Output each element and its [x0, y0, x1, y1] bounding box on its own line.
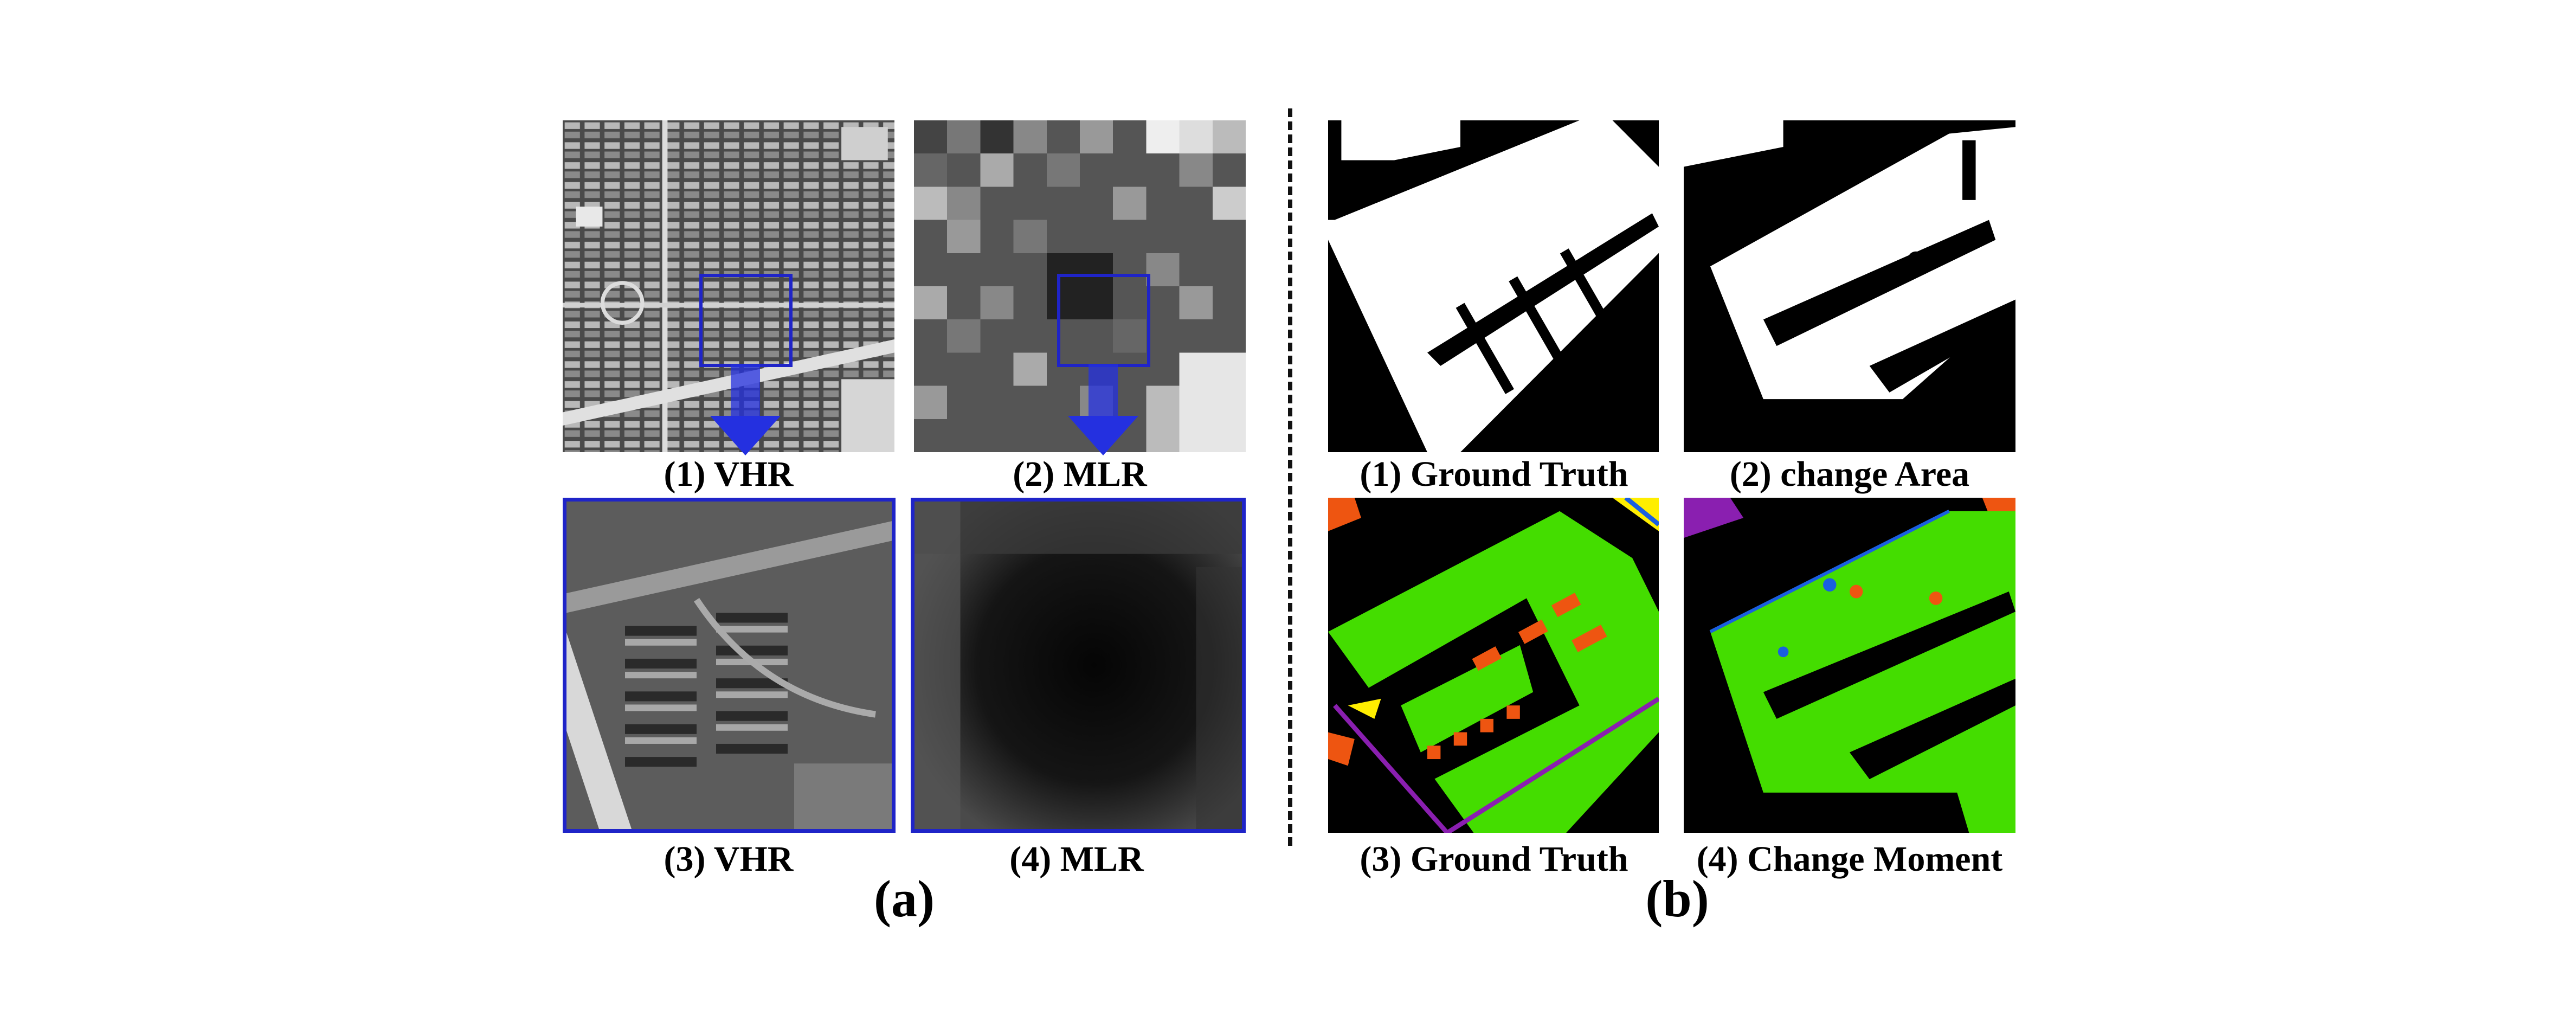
caption-b3: (3) Ground Truth	[1360, 839, 1628, 879]
zoom-arrow-icon	[710, 364, 781, 455]
part-b-label: (b)	[1645, 870, 1709, 928]
caption-b2: (2) change Area	[1729, 454, 1970, 494]
dashed-divider	[1288, 108, 1292, 846]
part-a-label: (a)	[874, 870, 935, 928]
caption-b1: (1) Ground Truth	[1360, 454, 1628, 494]
zoom-region-box	[699, 274, 793, 367]
vhr-zoomed-image-3	[563, 498, 896, 833]
change-moment-colored-4	[1684, 498, 2015, 833]
mlr-zoomed-image-4	[911, 498, 1246, 833]
ground-truth-colored-3	[1328, 498, 1659, 833]
caption-a3: (3) VHR	[664, 839, 794, 879]
ground-truth-binary-1	[1328, 120, 1659, 452]
caption-a2: (2) MLR	[1013, 454, 1147, 494]
caption-a4: (4) MLR	[1009, 839, 1144, 879]
caption-b4: (4) Change Moment	[1696, 839, 2003, 879]
change-area-binary-2	[1684, 120, 2015, 452]
zoom-region-box-mlr	[1057, 274, 1150, 367]
zoom-arrow-mlr-icon	[1068, 364, 1138, 455]
vhr-image-1	[563, 120, 894, 452]
caption-a1: (1) VHR	[664, 454, 794, 494]
